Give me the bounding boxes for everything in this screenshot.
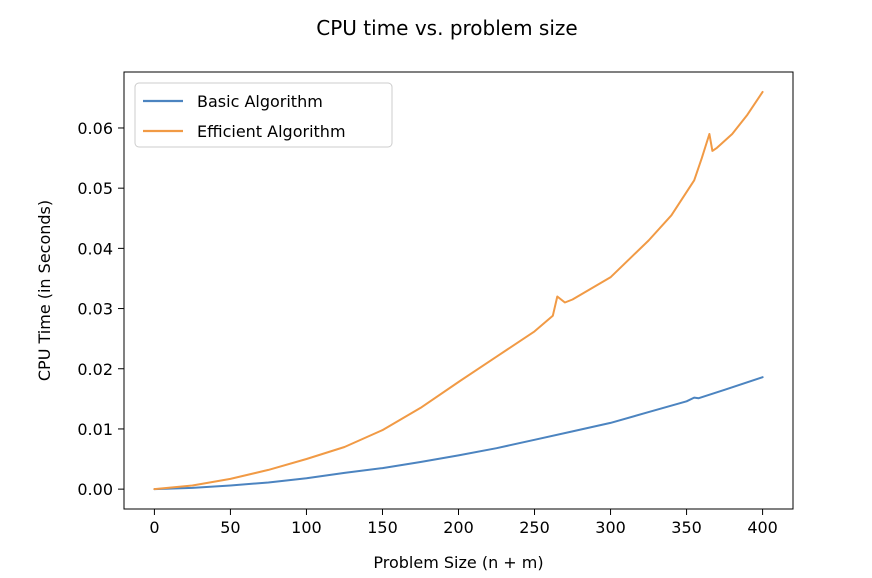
legend-box <box>134 82 393 148</box>
y-tick-label: 0.03 <box>77 300 113 319</box>
x-tick-label: 50 <box>220 518 240 537</box>
series-line-0 <box>153 376 764 491</box>
plot-frame <box>123 71 794 510</box>
y-tick-label: 0.01 <box>77 420 113 439</box>
x-tick-label: 200 <box>443 518 474 537</box>
x-axis-ticks: 0 50 100 150 200 250 300 350 400 <box>149 509 778 537</box>
x-tick-label: 100 <box>291 518 322 537</box>
x-tick-label: 250 <box>519 518 550 537</box>
y-axis-label: CPU Time (in Seconds) <box>35 200 54 381</box>
legend: Basic Algorithm Efficient Algorithm <box>134 82 393 148</box>
y-axis-ticks: 0.00 0.01 0.02 0.03 0.04 0.05 0.06 <box>77 119 124 499</box>
series-lines <box>153 90 764 491</box>
y-tick-label: 0.00 <box>77 480 113 499</box>
chart-title: CPU time vs. problem size <box>316 16 577 40</box>
legend-label-0: Basic Algorithm <box>197 92 323 111</box>
x-axis-label: Problem Size (n + m) <box>373 553 543 572</box>
x-tick-label: 0 <box>149 518 159 537</box>
y-tick-label: 0.05 <box>77 179 113 198</box>
y-tick-label: 0.04 <box>77 239 113 258</box>
x-tick-label: 400 <box>747 518 778 537</box>
series-line-1 <box>153 90 764 491</box>
x-tick-label: 300 <box>595 518 626 537</box>
x-tick-label: 150 <box>367 518 398 537</box>
y-tick-label: 0.06 <box>77 119 113 138</box>
legend-label-1: Efficient Algorithm <box>197 122 346 141</box>
y-tick-label: 0.02 <box>77 360 113 379</box>
x-tick-label: 350 <box>671 518 702 537</box>
